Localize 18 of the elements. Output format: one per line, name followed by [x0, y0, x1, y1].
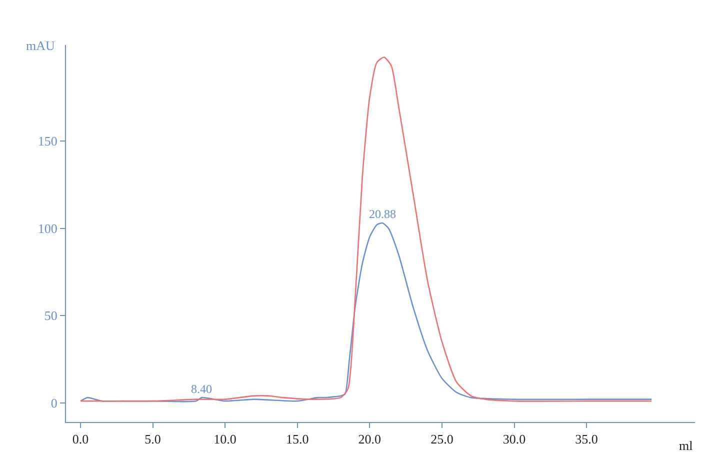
y-tick-label: 0	[50, 395, 58, 410]
line-series	[80, 222, 652, 402]
x-tick-label: 10.0	[214, 432, 236, 447]
x-tick-label: 35.0	[575, 432, 598, 447]
x-tick-label: 20.0	[358, 432, 382, 447]
y-tick-label: 150	[38, 134, 58, 149]
line-series	[80, 56, 652, 402]
x-tick-label: 30.0	[502, 432, 526, 447]
x-tick-label: 15.0	[286, 432, 309, 447]
x-tick-label: 0.0	[72, 432, 89, 447]
y-axis-title: mAU	[26, 38, 56, 53]
x-tick-label: 25.0	[430, 432, 454, 447]
annotation: 8.40	[191, 382, 212, 396]
x-tick-label: 5.0	[144, 432, 161, 447]
y-tick-label: 100	[38, 220, 58, 236]
y-tick-label: 50	[44, 308, 58, 324]
x-axis-title: ml	[679, 438, 694, 452]
annotation: 20.88	[369, 207, 396, 221]
